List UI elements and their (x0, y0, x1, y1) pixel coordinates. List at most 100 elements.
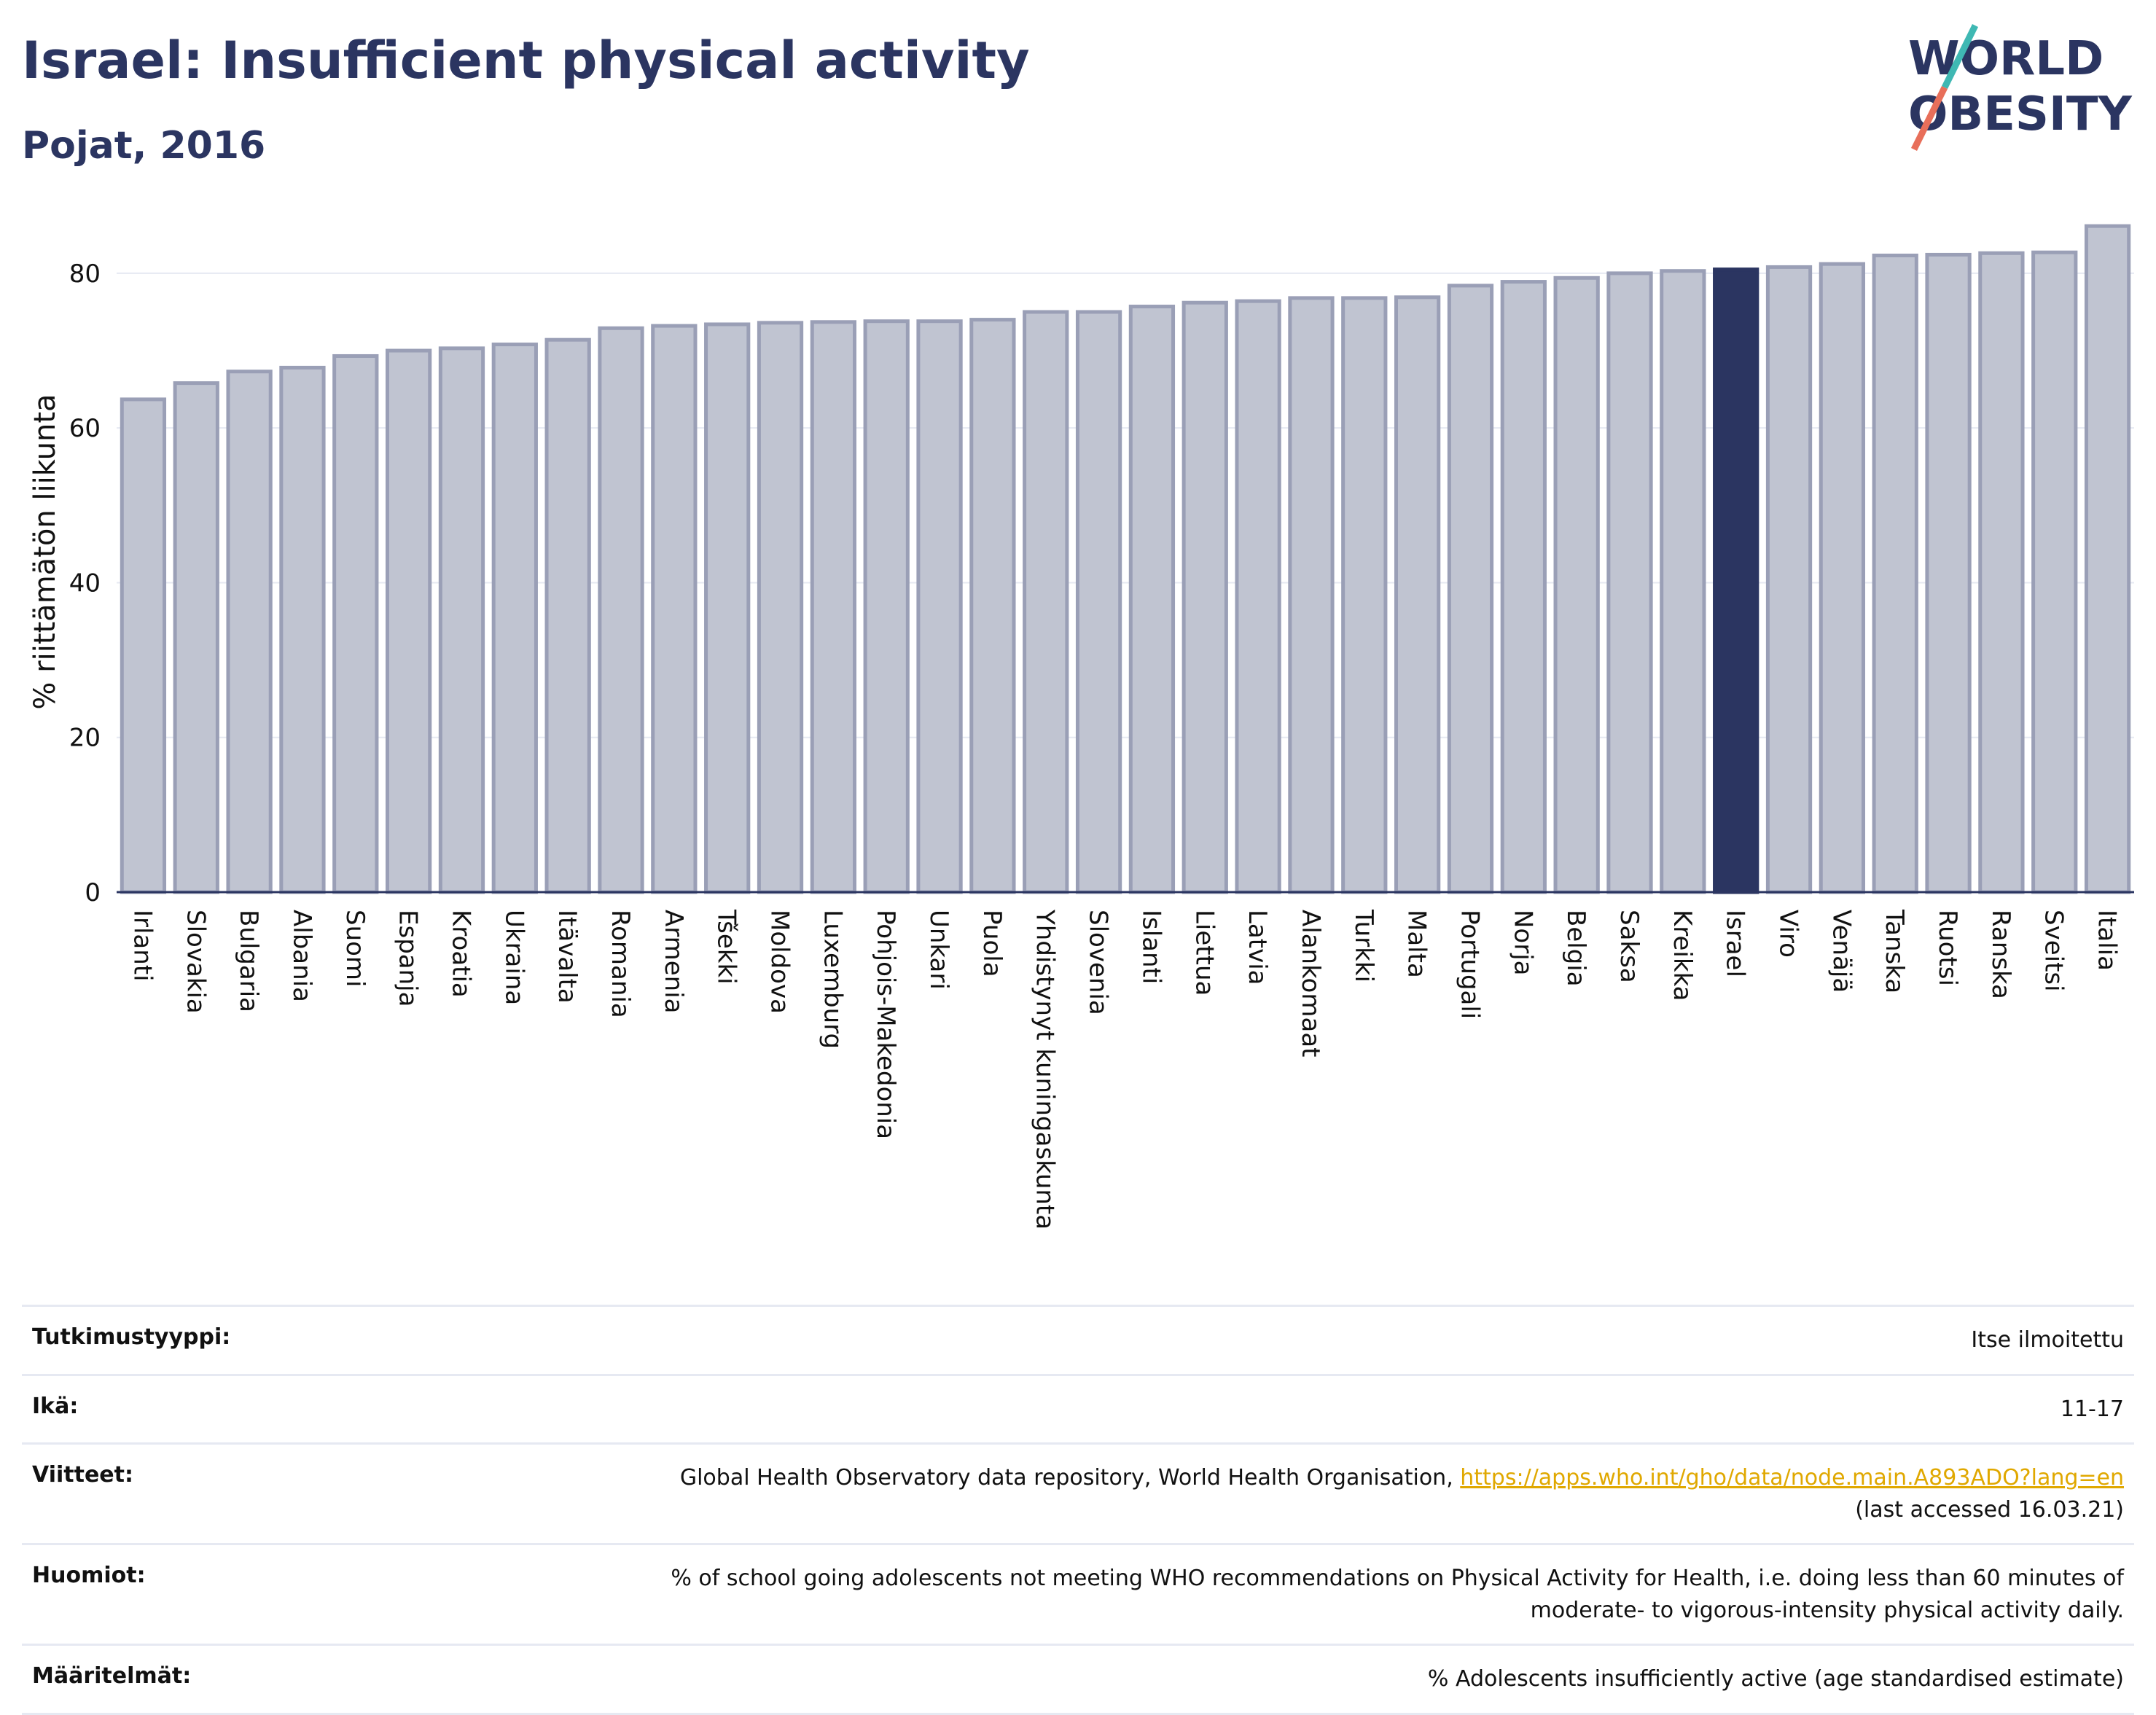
x-tick-label: Italia (2093, 910, 2122, 971)
y-tick-label: 0 (85, 878, 101, 907)
x-tick-label: Slovenia (1084, 910, 1113, 1015)
logo-slash-teal (1941, 24, 1979, 89)
x-tick-label: Saksa (1614, 910, 1644, 983)
bar (1235, 299, 1281, 894)
bar (544, 337, 591, 894)
x-tick-label: Malta (1402, 910, 1432, 978)
x-tick-label: Suomi (340, 910, 370, 988)
x-tick-label: Espanja (394, 910, 423, 1007)
world-obesity-logo: WORLD OBESITY (1908, 24, 2132, 151)
x-tick-label: Moldova (765, 910, 794, 1014)
bar (1606, 271, 1653, 894)
x-tick-label: Tšekki (712, 909, 741, 985)
x-tick-label: Ranska (1986, 910, 2015, 999)
chart-subtitle: Pojat, 2016 (22, 124, 266, 168)
bar (1394, 295, 1441, 894)
bar (1553, 276, 1600, 894)
bar (279, 365, 326, 894)
y-tick-label: 20 (69, 724, 101, 753)
table-row: Ikä: 11-17 (22, 1375, 2134, 1444)
x-tick-label: Sveitsi (2039, 910, 2069, 992)
bar (1925, 252, 1972, 894)
x-tick-label: Slovakia (181, 910, 210, 1014)
bar (1181, 300, 1228, 894)
bar (1500, 280, 1547, 894)
bar (226, 370, 273, 894)
bar (1660, 269, 1706, 894)
x-tick-label: Yhdistynyt kuningaskunta (1031, 909, 1060, 1230)
table-row: Määritelmät: % Adolescents insufficientl… (22, 1644, 2134, 1714)
bar (1819, 262, 1866, 894)
table-row: Huomiot: % of school going adolescents n… (22, 1544, 2134, 1645)
bar (1978, 251, 2025, 894)
y-tick-label: 60 (69, 414, 101, 443)
bar (1341, 296, 1388, 894)
row-value: % Adolescents insufficiently active (age… (1427, 1666, 2124, 1692)
x-tick-label: Romania (606, 910, 635, 1018)
row-key: Viitteet: (32, 1462, 133, 1488)
x-tick-label: Liettua (1190, 910, 1219, 996)
bar (704, 322, 751, 894)
x-tick-label: Albania (287, 910, 316, 1002)
x-tick-label: Kreikka (1668, 910, 1697, 1001)
bar (120, 397, 167, 894)
x-tick-label: Tanska (1880, 909, 1909, 993)
y-tick-label: 80 (69, 259, 101, 289)
row-value: 11-17 (2060, 1396, 2124, 1422)
notes-text: % of school going adolescents not meetin… (671, 1566, 2124, 1591)
row-key: Määritelmät: (32, 1663, 192, 1689)
logo-line1: WORLD (1908, 32, 2104, 86)
y-tick-label: 40 (69, 569, 101, 598)
reference-text: Global Health Observatory data repositor… (679, 1465, 1461, 1491)
row-key: Huomiot: (32, 1563, 146, 1588)
x-tick-label: Norja (1508, 910, 1537, 976)
x-tick-label: Puola (977, 910, 1007, 977)
x-tick-label: Kroatia (446, 910, 475, 998)
bar (651, 324, 698, 894)
bar (2031, 250, 2078, 894)
y-axis-title: % riittämätön liikunta (28, 394, 62, 709)
bar (810, 320, 857, 894)
bar (757, 321, 804, 894)
bar-chart: 0 20 40 60 80 Irlanti Slovakia Bulgaria Albania… (28, 224, 2134, 1230)
bar (1023, 310, 1069, 894)
x-tick-label: Venäjä (1827, 910, 1856, 993)
bar (916, 319, 963, 894)
y-axis-ticks: 0 20 40 60 80 (69, 259, 101, 907)
x-tick-label: Itävalta (552, 910, 582, 1004)
bar (1872, 253, 1918, 894)
x-tick-label: Unkari (924, 910, 953, 990)
bar (1128, 305, 1176, 894)
x-tick-label: Luxemburg (818, 910, 847, 1049)
bar-highlighted (1713, 267, 1759, 894)
x-tick-label: Irlanti (128, 910, 157, 982)
bar (598, 326, 644, 894)
chart-title: Israel: Insufficient physical activity (22, 31, 1030, 90)
bar (863, 319, 910, 894)
bar (1447, 284, 1494, 894)
reference-link[interactable]: https://apps.who.int/gho/data/node.main.… (1460, 1465, 2124, 1491)
bars (120, 224, 2131, 894)
x-tick-label: Turkki (1349, 909, 1378, 982)
x-tick-label: Ukraina (499, 910, 528, 1005)
x-tick-label: Portugali (1455, 910, 1484, 1019)
bar (1288, 296, 1335, 894)
table-row: Tutkimustyyppi: Itse ilmoitettu (22, 1305, 2134, 1375)
x-tick-label: Pohjois-Makedonia (871, 910, 900, 1139)
bar (173, 381, 219, 894)
bar (969, 318, 1016, 894)
table-row: Viitteet: Global Health Observatory data… (22, 1443, 2134, 1544)
bar (2084, 224, 2131, 894)
bar (385, 348, 432, 894)
x-tick-label: Belgia (1561, 910, 1590, 987)
logo-line2: OBESITY (1908, 87, 2132, 141)
bar (438, 346, 485, 894)
x-axis-labels: Irlanti Slovakia Bulgaria Albania Suomi Espan… (128, 909, 2121, 1230)
x-tick-label: Latvia (1243, 910, 1272, 985)
bar (491, 343, 538, 894)
bar (1075, 310, 1122, 894)
bar (332, 353, 379, 894)
x-tick-label: Bulgaria (234, 910, 263, 1012)
notes-text-cont: moderate- to vigorous-intensity physical… (1530, 1597, 2124, 1623)
row-value: % of school going adolescents not meetin… (334, 1544, 2134, 1645)
